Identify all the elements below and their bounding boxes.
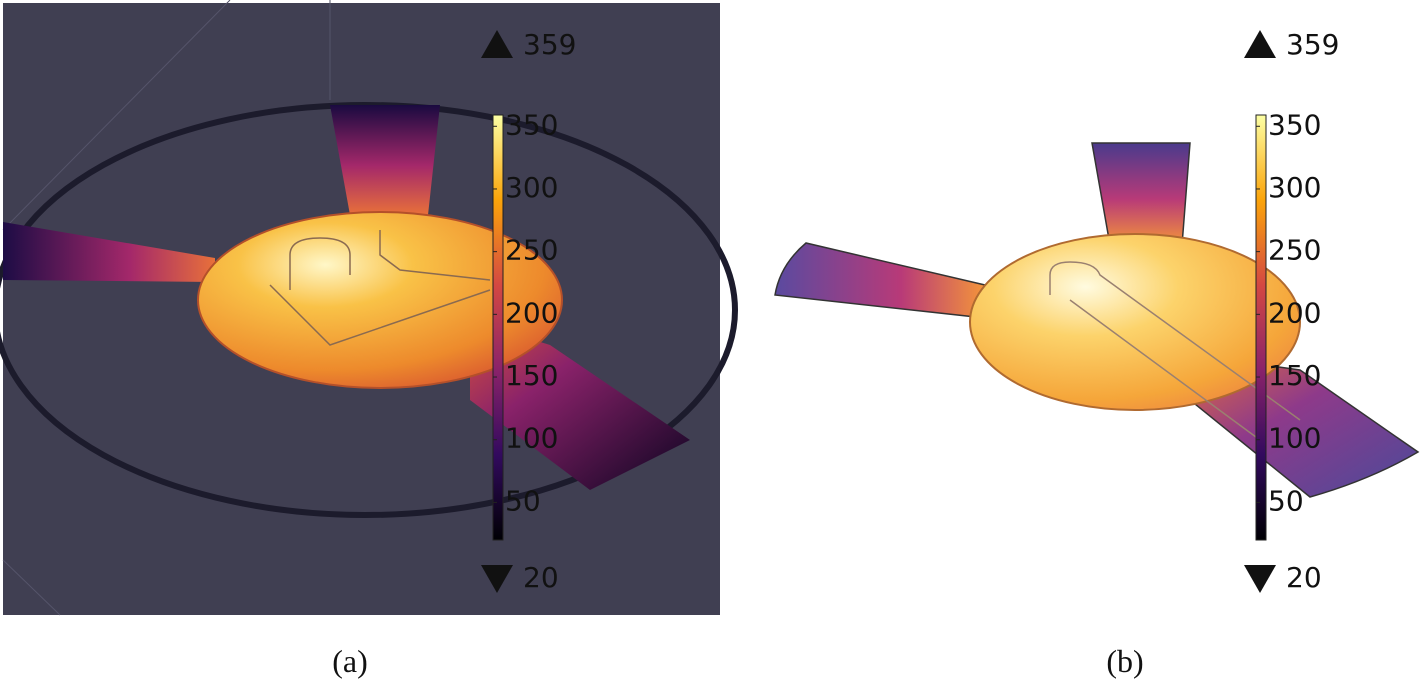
max-label: 359 [1286, 28, 1339, 61]
colorbar-tick-label: 350 [1268, 108, 1321, 141]
min-arrow [481, 565, 513, 593]
min-label: 20 [1286, 561, 1322, 594]
colorbar-tick-label: 300 [505, 171, 558, 204]
colorbar-tick-label: 250 [1268, 234, 1321, 267]
colorbar-tick-label: 250 [505, 234, 558, 267]
colorbar-tick-label: 200 [505, 296, 558, 329]
colorbar-tick-label: 100 [505, 422, 558, 455]
colorbar-tick-label: 200 [1268, 296, 1321, 329]
caption: (a) [332, 643, 368, 679]
scene-a [0, 0, 738, 616]
colorbar-tick-label: 350 [505, 108, 558, 141]
max-label: 359 [523, 28, 576, 61]
max-arrow [1244, 30, 1276, 58]
colorbar [492, 114, 504, 541]
colorbar-tick-label: 50 [505, 484, 541, 517]
colorbar-tick-label: 150 [1268, 359, 1321, 392]
colorbar-tick-label: 100 [1268, 422, 1321, 455]
colorbar-tick-label: 300 [1268, 171, 1321, 204]
scene-b [774, 142, 1420, 498]
max-arrow [481, 30, 513, 58]
colorbar-tick-label: 50 [1268, 484, 1304, 517]
caption: (b) [1106, 643, 1143, 679]
min-arrow [1244, 565, 1276, 593]
colorbar-tick-label: 150 [505, 359, 558, 392]
min-label: 20 [523, 561, 559, 594]
colorbar [1255, 114, 1267, 541]
